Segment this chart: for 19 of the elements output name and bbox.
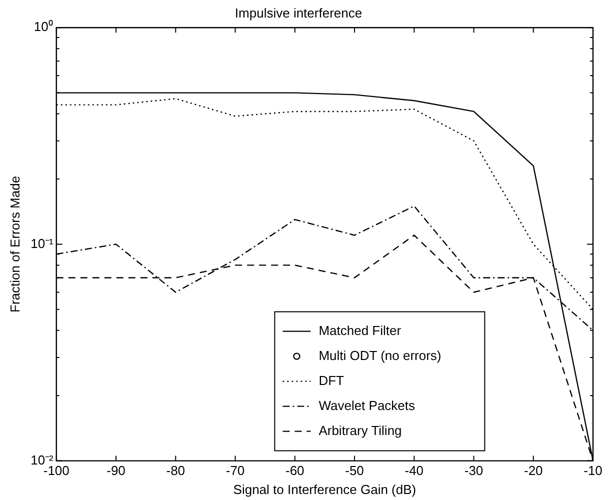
y-tick-label: 10⁻¹ [30,236,54,251]
legend-label: DFT [318,372,344,388]
y-tick-label: 10⁰ [34,19,54,34]
y-axis-title: Fraction of Errors Made [7,176,22,312]
legend-label: Arbitrary Tiling [318,422,402,438]
x-tick-label: -40 [404,463,424,478]
x-axis-title: Signal to Interference Gain (dB) [233,482,416,497]
x-tick-label: -30 [464,463,484,478]
x-tick-label: -10 [584,463,602,478]
legend-label: Wavelet Packets [318,398,416,413]
x-tick-label: -90 [106,463,126,478]
x-tick-label: -50 [345,463,364,478]
x-tick-label: -70 [226,463,245,478]
legend-label: Multi ODT (no errors) [318,348,442,363]
x-tick-label: -20 [524,463,543,478]
x-tick-label: -80 [166,463,186,478]
x-tick-label: -60 [285,463,304,478]
legend-label: Matched Filter [318,322,402,338]
chart-title: Impulsive interference [234,5,362,20]
